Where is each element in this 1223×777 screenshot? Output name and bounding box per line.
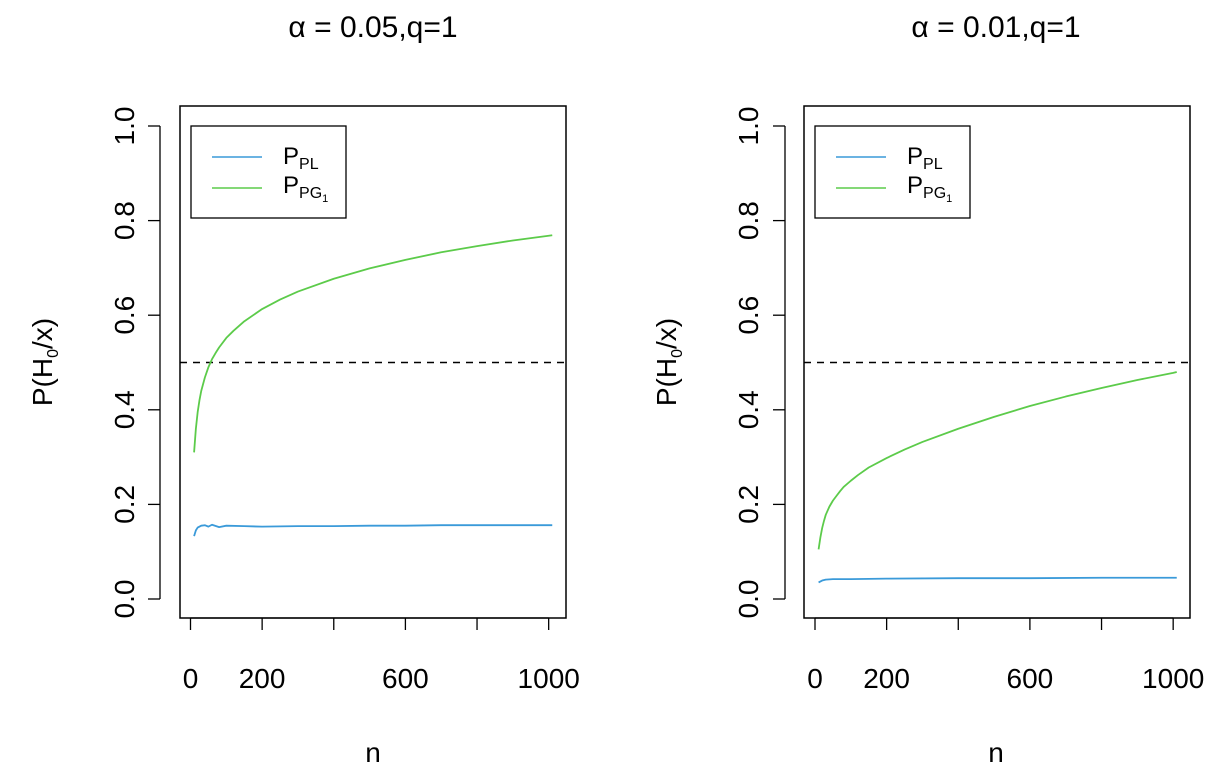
series-line-ppg1 — [193, 234, 553, 453]
y-tick-label: 1.0 — [733, 107, 764, 146]
legend-left: PPL PPG1 — [190, 125, 347, 219]
series-line-ppl — [193, 523, 553, 537]
y-label-sub: 0 — [669, 349, 686, 358]
y-label-base: P(H — [27, 358, 58, 406]
y-axis-label-left: P(H0/x) — [27, 318, 62, 406]
x-tick-labels-right: 0 200 600 1000 — [807, 663, 1204, 694]
y-tick-label: 0.4 — [733, 390, 764, 429]
y-axis-left — [148, 125, 161, 600]
y-tick-labels-right: 0.0 0.2 0.4 0.6 0.8 1.0 — [733, 107, 764, 619]
panel-left: α = 0.05,q=1 0 200 600 1000 0.0 0.2 0.4 … — [27, 11, 580, 768]
y-axis-label-right: P(H0/x) — [651, 318, 686, 406]
y-tick-label: 0.6 — [733, 296, 764, 335]
legend-label-ppl: PPL — [283, 143, 319, 173]
plot-area-right — [804, 361, 1190, 584]
x-tick-label: 1000 — [518, 663, 580, 694]
x-tick-label: 200 — [239, 663, 286, 694]
y-axis-right — [773, 125, 786, 600]
y-tick-label: 1.0 — [109, 107, 140, 146]
x-tick-label: 0 — [183, 663, 199, 694]
legend-box — [814, 125, 971, 219]
chart-title-left: α = 0.05,q=1 — [288, 11, 457, 44]
y-label-rest: /x) — [27, 318, 58, 349]
y-tick-label: 0.2 — [109, 485, 140, 524]
legend-label-ppg1: PPG1 — [283, 172, 328, 205]
x-axis-label-left: n — [365, 737, 381, 768]
y-tick-label: 0.0 — [733, 580, 764, 619]
y-tick-label: 0.6 — [109, 296, 140, 335]
x-tick-label: 600 — [382, 663, 429, 694]
plot-area-left — [180, 234, 566, 537]
legend-box — [190, 125, 347, 219]
x-tick-label: 200 — [863, 663, 910, 694]
y-tick-label: 0.2 — [733, 485, 764, 524]
legend-label-ppg1: PPG1 — [907, 172, 952, 205]
x-axis-left — [189, 617, 550, 630]
y-tick-label: 0.4 — [109, 390, 140, 429]
y-tick-label: 0.0 — [109, 580, 140, 619]
chart-title-right: α = 0.01,q=1 — [911, 11, 1080, 44]
legend-label-ppl: PPL — [907, 143, 943, 173]
y-label-rest: /x) — [651, 318, 682, 349]
x-axis-right — [814, 617, 1174, 630]
x-axis-label-right: n — [988, 737, 1004, 768]
panel-right: α = 0.01,q=1 0 200 600 1000 0.0 0.2 0.4 … — [651, 11, 1204, 768]
legend-right: PPL PPG1 — [814, 125, 971, 219]
y-label-base: P(H — [651, 358, 682, 406]
x-tick-label: 600 — [1007, 663, 1054, 694]
x-tick-label: 1000 — [1142, 663, 1204, 694]
series-line-ppg1 — [817, 371, 1177, 550]
y-tick-label: 0.8 — [733, 201, 764, 240]
x-tick-label: 0 — [807, 663, 823, 694]
y-tick-label: 0.8 — [109, 201, 140, 240]
y-label-sub: 0 — [45, 349, 62, 358]
series-line-ppl — [818, 576, 1177, 584]
y-tick-labels-left: 0.0 0.2 0.4 0.6 0.8 1.0 — [109, 107, 140, 619]
x-tick-labels-left: 0 200 600 1000 — [183, 663, 580, 694]
